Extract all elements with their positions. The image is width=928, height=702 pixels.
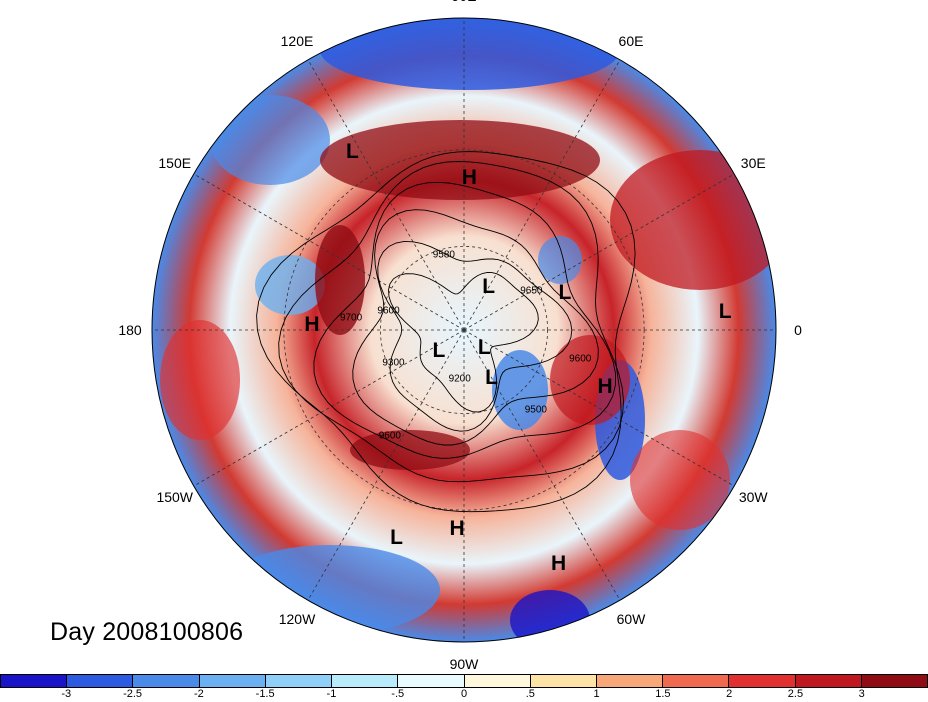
longitude-label: 150W <box>156 489 194 505</box>
low-pressure-marker: L <box>477 336 491 360</box>
colorbar-tick-label: -2 <box>193 688 204 700</box>
colorbar-tick-label: 3 <box>858 688 865 700</box>
colorbar-swatch <box>398 675 465 687</box>
colorbar-tick-label: -1.5 <box>255 688 275 700</box>
high-pressure-marker: H <box>449 516 465 540</box>
parallel-line <box>283 149 645 511</box>
longitude-label: 60E <box>618 32 644 49</box>
colorbar-swatch <box>133 675 200 687</box>
contour-value-label: 9600 <box>569 353 592 365</box>
colorbar-swatch <box>596 675 664 687</box>
contour-value-label: 9700 <box>339 312 363 324</box>
colorbar-tick-label: 1 <box>593 688 600 700</box>
meridian-line <box>193 329 465 487</box>
colorbar-swatch <box>795 675 862 687</box>
low-pressure-marker: L <box>346 139 359 163</box>
colorbar-tick-label: 0 <box>460 688 468 700</box>
longitude-label: 120E <box>280 32 314 49</box>
longitude-label: 150E <box>158 155 192 171</box>
contour-line <box>313 181 616 459</box>
longitude-label: 0 <box>794 322 802 338</box>
colorbar-tick-label: -.5 <box>391 688 405 700</box>
colorbar <box>0 674 928 688</box>
longitude-label: 60W <box>616 611 646 628</box>
colorbar-swatch <box>332 675 399 687</box>
contour-line <box>256 151 636 513</box>
low-pressure-marker: L <box>718 299 732 323</box>
contour-value-label: 9650 <box>520 285 543 297</box>
longitude-label: 180 <box>118 322 142 338</box>
colorbar-swatch <box>530 675 597 687</box>
low-pressure-marker: L <box>558 281 572 305</box>
longitude-label: 90E <box>452 0 477 4</box>
contour-value-label: 9200 <box>448 373 471 385</box>
low-pressure-marker: L <box>485 365 498 389</box>
contour-value-label: 9300 <box>382 357 405 369</box>
high-pressure-marker: H <box>597 375 613 398</box>
low-pressure-marker: L <box>482 275 496 299</box>
contour-value-label: 9500 <box>524 404 547 416</box>
longitude-label: 30W <box>738 489 768 505</box>
high-pressure-marker: H <box>461 165 477 189</box>
colorbar-swatch <box>1 675 68 687</box>
low-pressure-marker: L <box>390 525 403 549</box>
low-pressure-marker: L <box>432 339 446 363</box>
colorbar-tick-label: -1 <box>326 688 337 700</box>
longitude-label: 30E <box>740 155 766 171</box>
colorbar-swatch <box>199 675 266 687</box>
contour-line <box>388 271 539 413</box>
colorbar-swatch <box>729 675 796 687</box>
longitude-label: 120W <box>278 611 316 628</box>
contour-value-label: 9600 <box>377 305 400 317</box>
colorbar-swatch <box>265 675 333 687</box>
colorbar-tick-label: 1.5 <box>655 688 671 700</box>
colorbar-tick-label: -3 <box>61 688 72 700</box>
longitude-label: 90W <box>449 656 479 672</box>
colorbar-tick-label: .5 <box>525 688 535 700</box>
meridian-line <box>193 173 465 331</box>
meridian-line <box>307 59 465 331</box>
meridian-line <box>307 329 465 601</box>
contour-line <box>352 209 599 446</box>
graticule <box>152 18 776 642</box>
meridian-line <box>463 329 735 487</box>
meridian-line <box>463 173 735 331</box>
colorbar-tick-label: 2 <box>726 688 733 700</box>
colorbar-swatch <box>663 675 730 687</box>
high-pressure-marker: H <box>551 552 567 576</box>
contour-value-label: 9600 <box>378 430 401 442</box>
meridian-line <box>463 59 621 331</box>
contour-value-label: 9580 <box>432 249 455 261</box>
day-title: Day 2008100806 <box>50 618 244 646</box>
colorbar-tick-label: 2.5 <box>787 688 804 700</box>
colorbar-swatch <box>464 675 531 687</box>
high-pressure-marker: H <box>304 312 320 336</box>
height-contours <box>256 151 636 513</box>
map-border <box>151 17 777 643</box>
contour-line <box>377 240 573 432</box>
colorbar-swatch <box>67 675 134 687</box>
colorbar-tick-label: -2.5 <box>123 688 143 700</box>
contour-line <box>278 161 624 483</box>
colorbar-swatch <box>861 675 928 687</box>
meridian-line <box>463 329 621 601</box>
parallel-line <box>379 245 549 415</box>
